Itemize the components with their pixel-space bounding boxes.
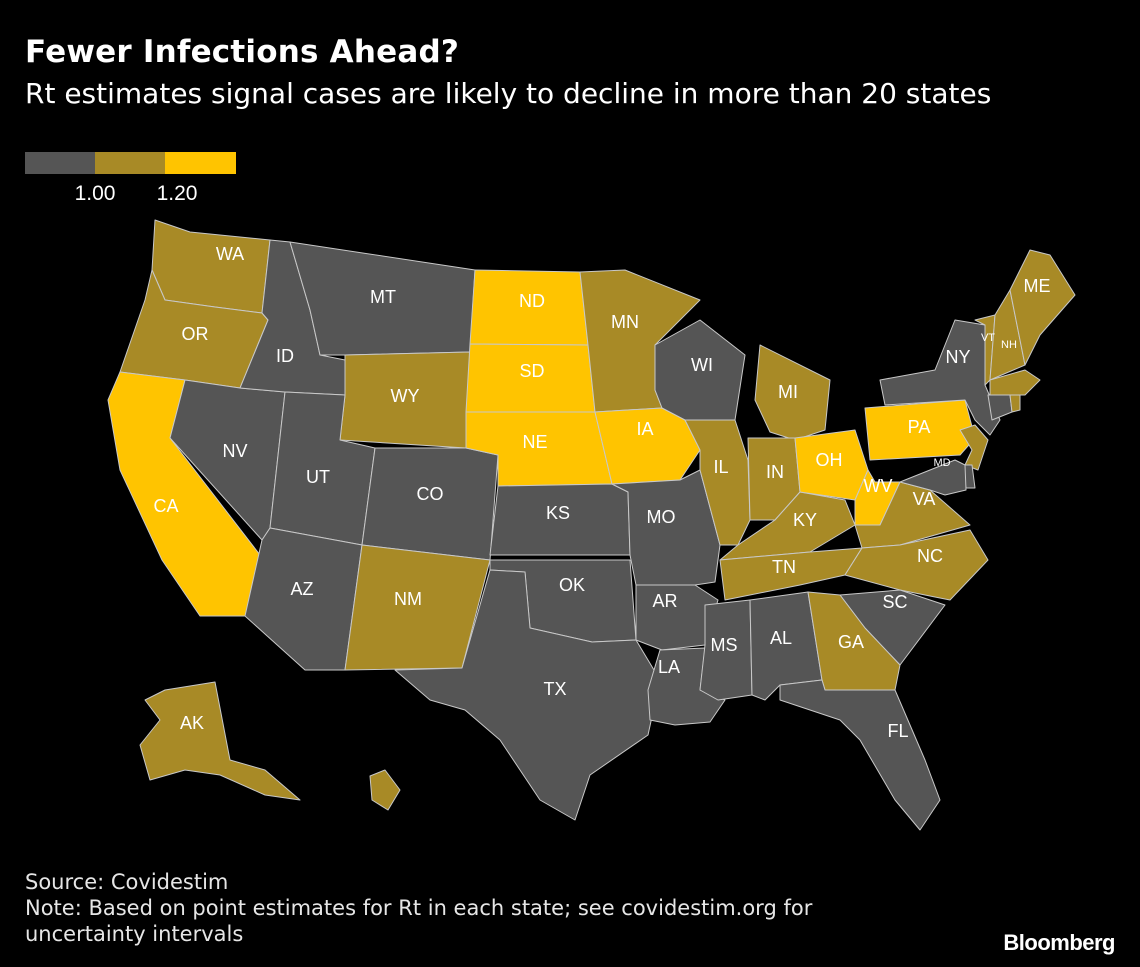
state-label-ms: MS xyxy=(711,635,738,655)
state-label-ky: KY xyxy=(793,510,817,530)
state-label-me: ME xyxy=(1024,276,1051,296)
state-label-ga: GA xyxy=(838,632,864,652)
state-label-mo: MO xyxy=(647,507,676,527)
state-label-ks: KS xyxy=(546,503,570,523)
state-label-al: AL xyxy=(770,628,792,648)
state-wa xyxy=(151,219,271,314)
state-label-ne: NE xyxy=(522,432,547,452)
state-ma xyxy=(989,369,1041,396)
state-label-il: IL xyxy=(713,457,728,477)
state-label-nh: NH xyxy=(1001,339,1017,351)
method-note-line-2: uncertainty intervals xyxy=(25,922,244,946)
legend-tick-1: 1.00 xyxy=(74,182,116,205)
state-label-nc: NC xyxy=(917,546,943,566)
state-vt xyxy=(974,314,996,386)
state-label-in: IN xyxy=(766,462,784,482)
state-label-wy: WY xyxy=(391,386,420,406)
state-label-co: CO xyxy=(417,484,444,504)
state-ny xyxy=(879,319,1001,436)
legend-bar-mid xyxy=(95,152,165,174)
state-label-md: MD xyxy=(933,457,950,469)
state-me xyxy=(1009,249,1076,366)
state-label-ca: CA xyxy=(153,496,178,516)
state-label-wa: WA xyxy=(216,244,244,264)
state-label-nm: NM xyxy=(394,589,422,609)
state-tx xyxy=(394,569,661,821)
state-fl xyxy=(779,679,941,831)
state-label-wv: WV xyxy=(864,476,893,496)
state-ri xyxy=(1009,394,1021,413)
state-hi xyxy=(369,769,401,811)
state-label-nv: NV xyxy=(222,441,247,461)
state-nj xyxy=(959,424,989,471)
legend-bar-low xyxy=(25,152,95,174)
state-label-az: AZ xyxy=(290,579,313,599)
state-md xyxy=(899,459,967,496)
state-label-sd: SD xyxy=(519,361,544,381)
state-label-pa: PA xyxy=(908,417,931,437)
state-label-vt: VT xyxy=(981,332,995,344)
state-label-fl: FL xyxy=(887,721,908,741)
state-az xyxy=(244,527,363,671)
color-legend: 1.00 1.20 xyxy=(25,152,245,212)
footer: Source: Covidestim Note: Based on point … xyxy=(25,869,812,947)
state-label-ut: UT xyxy=(306,467,330,487)
legend-tick-2: 1.20 xyxy=(156,182,198,205)
state-label-ak: AK xyxy=(180,713,204,733)
state-label-oh: OH xyxy=(816,450,843,470)
state-label-mn: MN xyxy=(611,312,639,332)
state-label-ar: AR xyxy=(652,591,677,611)
state-label-la: LA xyxy=(658,657,680,677)
state-co xyxy=(361,447,499,561)
bloomberg-logo: Bloomberg xyxy=(1003,930,1115,955)
state-label-id: ID xyxy=(276,346,294,366)
state-nc xyxy=(844,529,989,601)
state-label-va: VA xyxy=(913,489,936,509)
state-label-sc: SC xyxy=(882,592,907,612)
state-label-mt: MT xyxy=(370,287,396,307)
state-label-wi: WI xyxy=(691,355,713,375)
legend-bar-high xyxy=(165,152,236,174)
state-label-tn: TN xyxy=(772,557,796,577)
state-label-ny: NY xyxy=(945,347,970,367)
state-mo xyxy=(611,469,721,586)
state-label-ok: OK xyxy=(559,575,585,595)
state-label-or: OR xyxy=(182,324,209,344)
state-wy xyxy=(339,351,471,449)
state-label-nd: ND xyxy=(519,291,545,311)
state-label-ia: IA xyxy=(636,419,653,439)
state-label-tx: TX xyxy=(543,679,566,699)
source-note: Source: Covidestim xyxy=(25,870,229,894)
state-label-mi: MI xyxy=(778,382,798,402)
chart-title: Fewer Infections Ahead? xyxy=(25,34,460,70)
state-ak xyxy=(139,681,301,801)
chart-subtitle: Rt estimates signal cases are likely to … xyxy=(25,77,992,110)
state-ct xyxy=(987,394,1013,421)
method-note-line-1: Note: Based on point estimates for Rt in… xyxy=(25,896,813,920)
